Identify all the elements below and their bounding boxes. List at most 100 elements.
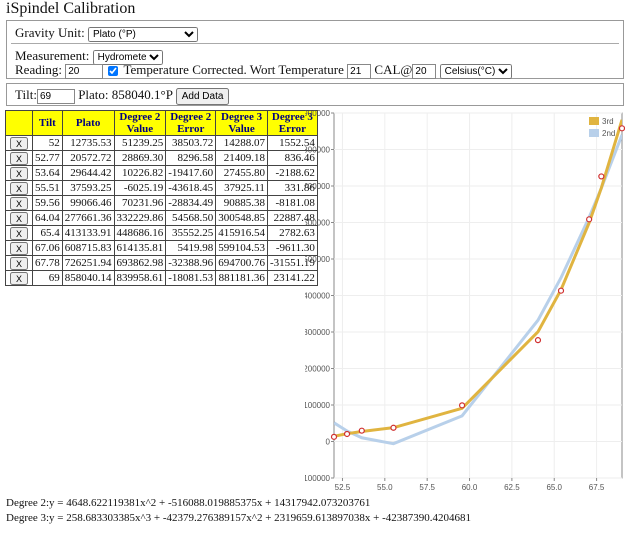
- cal-input[interactable]: [412, 64, 437, 79]
- degree2-equation: Degree 2:y = 4648.622119381x^2 + -516088…: [6, 497, 371, 509]
- table-cell: 67.06: [32, 240, 63, 256]
- table-cell: 10226.82: [113, 165, 167, 181]
- table-row: X 67.78 726251.94 693862.98 -32388.96 694700.…: [4, 255, 318, 271]
- label: Gravity Unit:: [15, 25, 85, 40]
- label: CAL@: [374, 62, 413, 77]
- delete-cell: X: [4, 195, 34, 211]
- table-cell: 858040.14: [61, 270, 115, 286]
- table-cell: -2188.62: [266, 165, 318, 181]
- table-cell: 881181.36: [215, 270, 268, 286]
- label: Reading:: [15, 62, 62, 77]
- wort-temp-input[interactable]: [347, 64, 372, 79]
- table-row: X 69 858040.14 839958.61 -18081.53 881181.36 2…: [4, 270, 318, 286]
- legend-label: 3rd: [602, 117, 614, 126]
- x-tick-label: 60.0: [462, 483, 478, 492]
- table-cell: 448686.16: [113, 225, 167, 241]
- delete-button[interactable]: X: [10, 151, 29, 165]
- table-cell: 35552.25: [165, 225, 217, 241]
- temp-corrected-checkbox[interactable]: [108, 66, 119, 77]
- table-cell: 29644.42: [61, 165, 115, 181]
- add-data-button[interactable]: Add Data: [175, 88, 230, 105]
- data-point: [343, 430, 351, 438]
- table-cell: -6025.19: [113, 180, 167, 196]
- delete-button[interactable]: X: [10, 136, 29, 150]
- delete-button[interactable]: X: [10, 256, 29, 270]
- table-cell: -28834.49: [165, 195, 217, 211]
- table-cell: 608715.83: [61, 240, 115, 256]
- table-cell: 836.46: [266, 150, 318, 166]
- table-cell: 8296.58: [165, 150, 217, 166]
- delete-button[interactable]: X: [10, 241, 29, 255]
- table-cell: 59.56: [32, 195, 63, 211]
- table-cell: 54568.50: [165, 210, 217, 226]
- gravity-unit-select[interactable]: Plato (°P): [87, 27, 198, 42]
- tilt-panel: Tilt: Plato: 858040.1°P Add Data: [6, 83, 624, 106]
- y-tick-label: 200000: [305, 365, 331, 374]
- reading-input[interactable]: [65, 64, 104, 79]
- table-cell: 67.78: [32, 255, 63, 271]
- table-cell: 694700.76: [215, 255, 268, 271]
- table-row: X 65.4 413133.91 448686.16 35552.25 415916.54…: [4, 225, 318, 241]
- delete-cell: X: [4, 210, 34, 226]
- table-cell: 38503.72: [165, 135, 217, 151]
- chart: -100000 0 100000 200000 300000 400000 500000 60…: [305, 109, 625, 492]
- table-row: X 53.64 29644.42 10226.82 -19417.60 27455.80-…: [4, 165, 318, 181]
- data-point: [390, 424, 397, 431]
- table-cell: 21409.18: [215, 150, 268, 166]
- data-point: [458, 402, 466, 409]
- label: Tilt:: [15, 87, 37, 102]
- table-row: X 55.51 37593.25 -6025.19 -43618.45 37925.11 3…: [4, 180, 318, 196]
- delete-cell: X: [4, 165, 34, 181]
- table-cell: 599104.53: [215, 240, 268, 256]
- table-row: X 59.56 99066.46 70231.96 -28834.49 90885.38-…: [4, 195, 318, 211]
- table-cell: -19417.60: [165, 165, 217, 181]
- delete-button[interactable]: X: [10, 196, 29, 210]
- measurement-row: Measurement: Hydrometer: [15, 48, 163, 65]
- table-cell: 614135.81: [113, 240, 167, 256]
- delete-button[interactable]: X: [10, 211, 29, 225]
- table-cell: 65.4: [32, 225, 63, 241]
- delete-cell: X: [4, 225, 34, 241]
- table-cell: -32388.96: [165, 255, 217, 271]
- x-tick-label: 55.0: [377, 483, 393, 492]
- table-cell: 37925.11: [215, 180, 268, 196]
- label: Measurement:: [15, 48, 90, 63]
- y-tick-label: 300000: [305, 328, 331, 337]
- data-point: [358, 427, 365, 434]
- table-cell: 99066.46: [61, 195, 115, 211]
- data-point: [598, 173, 605, 180]
- table-cell: 332229.86: [113, 210, 167, 226]
- header-cell: Degree 2 Value: [113, 110, 167, 136]
- table-cell: 839958.61: [113, 270, 167, 286]
- delete-button[interactable]: X: [10, 166, 29, 180]
- table-cell: 1552.54: [266, 135, 318, 151]
- x-tick-label: 65.0: [546, 483, 562, 492]
- tilt-row: Tilt: Plato: 858040.1°P Add Data: [15, 87, 230, 105]
- plato-text: Plato: 858040.1°P: [78, 87, 173, 102]
- table-cell: 14288.07: [215, 135, 268, 151]
- label: Temperature Corrected. Wort Temperature: [123, 62, 344, 77]
- legend-swatch: [589, 129, 599, 137]
- temp-unit-select[interactable]: Celsius(°C): [439, 64, 512, 79]
- y-tick-label: 500000: [305, 255, 331, 264]
- table-cell: 69: [32, 270, 63, 286]
- y-tick-label: 700000: [305, 182, 331, 191]
- delete-button[interactable]: X: [10, 226, 29, 240]
- table-cell: 331.86: [266, 180, 318, 196]
- table-row: X 67.06 608715.83 614135.81 5419.98 599104.53…: [4, 240, 318, 256]
- tilt-input[interactable]: [36, 89, 75, 104]
- delete-button[interactable]: X: [10, 181, 29, 195]
- delete-button[interactable]: X: [10, 271, 29, 285]
- table-cell: 5419.98: [165, 240, 217, 256]
- measurement-select[interactable]: Hydrometer: [92, 50, 163, 65]
- delete-cell: X: [4, 240, 34, 256]
- table-cell: 37593.25: [61, 180, 115, 196]
- table-cell: 12735.53: [61, 135, 115, 151]
- table-cell: 28869.30: [113, 150, 167, 166]
- table-cell: -31551.19: [266, 255, 318, 271]
- table-cell: 53.64: [32, 165, 63, 181]
- y-tick-label: 400000: [305, 292, 331, 301]
- header-row: Tilt Plato Degree 2 Value Degree 2 Error Deg…: [4, 110, 318, 136]
- table-cell: -18081.53: [165, 270, 217, 286]
- data-point: [534, 337, 542, 344]
